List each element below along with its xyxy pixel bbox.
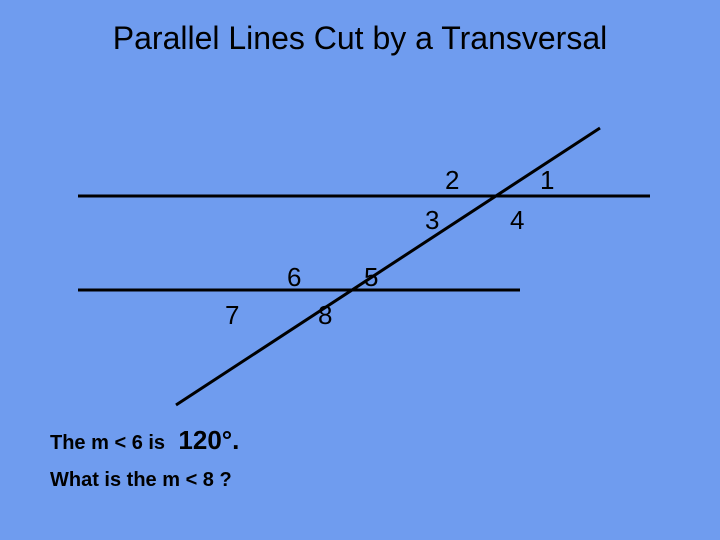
given-angle-value: 120°. xyxy=(178,425,239,455)
question-text: What is the m < 8 ? xyxy=(50,469,232,492)
diagram-svg xyxy=(0,0,720,540)
angle-label-4: 4 xyxy=(510,205,524,236)
background xyxy=(0,0,720,540)
angle-label-6: 6 xyxy=(287,262,301,293)
angle-label-5: 5 xyxy=(364,262,378,293)
angle-label-1: 1 xyxy=(540,165,554,196)
slide-stage: Parallel Lines Cut by a Transversal 1 23 4… xyxy=(0,0,720,540)
angle-label-2: 2 xyxy=(445,165,459,196)
given-angle-statement: The m < 6 is 120°. xyxy=(50,425,239,456)
angle-label-8: 8 xyxy=(318,300,332,331)
angle-label-7: 7 xyxy=(225,300,239,331)
given-angle-prefix: The m < 6 is xyxy=(50,432,165,454)
angle-label-3: 3 xyxy=(425,205,439,236)
slide-title: Parallel Lines Cut by a Transversal xyxy=(0,20,720,57)
